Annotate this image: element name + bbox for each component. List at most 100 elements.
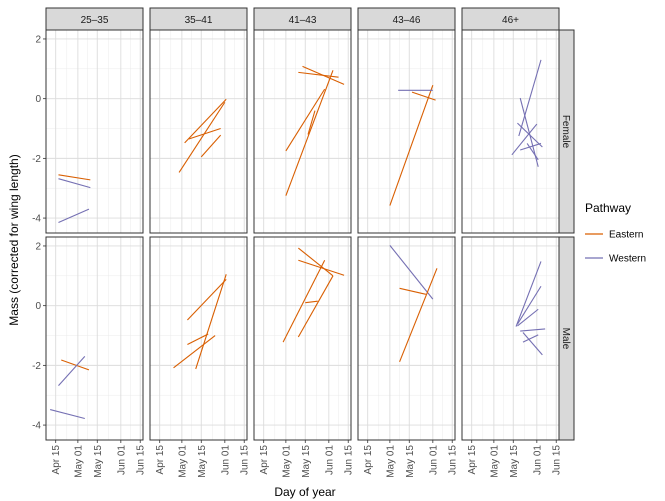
y-tick-label: -2 [32, 361, 41, 372]
series-line-western [517, 122, 543, 148]
series-line-eastern [285, 70, 334, 196]
x-tick-label: May 15 [93, 445, 104, 478]
y-axis-title: Mass (corrected for wing length) [7, 154, 21, 325]
panel-border [253, 29, 352, 234]
x-tick-label: May 01 [73, 445, 84, 478]
x-tick-label: Jun 01 [324, 445, 335, 475]
x-tick-label: Jun 01 [428, 445, 439, 475]
series-line-eastern [178, 101, 226, 173]
series-line-eastern [307, 110, 316, 135]
series-line-eastern [61, 359, 90, 371]
series-line-western [511, 123, 538, 156]
facet-strip-label: 35–41 [185, 15, 213, 26]
y-tick-label: -4 [32, 421, 41, 432]
series-line-eastern [187, 279, 227, 321]
panel-female-41-43 [253, 29, 352, 234]
panel-border [461, 236, 560, 441]
panel-male-25-35 [45, 236, 144, 441]
series-line-western [518, 59, 542, 137]
x-tick-label: Jun 01 [220, 445, 231, 475]
y-tick-label: 2 [35, 241, 41, 252]
series-line-western [520, 142, 542, 151]
panel-border [461, 29, 560, 234]
series-line-western [50, 409, 85, 420]
series-line-western [526, 143, 539, 161]
series-line-western [58, 208, 90, 224]
panel-border [357, 29, 456, 234]
x-tick-label: Jun 15 [552, 445, 563, 475]
panel-background [462, 30, 559, 233]
legend-label-western: Western [609, 254, 646, 265]
panel-border [45, 236, 144, 441]
panel-female-46+ [461, 29, 560, 234]
series-line-eastern [389, 85, 434, 206]
x-tick-label: Jun 01 [532, 445, 543, 475]
series-line-eastern [173, 335, 216, 369]
series-line-western [520, 328, 546, 332]
row-strip-label: Female [560, 115, 571, 149]
y-tick-label: 0 [35, 94, 41, 105]
panel-border [357, 236, 456, 441]
series-line-eastern [200, 134, 222, 158]
series-line-eastern [399, 287, 427, 295]
panel-background [358, 30, 455, 233]
x-tick-label: Jun 01 [116, 445, 127, 475]
legend-label-eastern: Eastern [609, 230, 643, 241]
series-line-eastern [298, 259, 345, 276]
x-tick-label: Apr 15 [51, 445, 62, 475]
y-tick-label: 2 [35, 34, 41, 45]
series-line-eastern [58, 174, 91, 181]
panel-female-43-46 [357, 29, 456, 234]
series-line-western [516, 285, 542, 325]
x-tick-label: Jun 15 [240, 445, 251, 475]
panel-background [150, 30, 247, 233]
y-tick-label: 0 [35, 301, 41, 312]
x-tick-label: Apr 15 [155, 445, 166, 475]
legend-title: Pathway [585, 201, 631, 215]
panel-border [149, 29, 248, 234]
x-tick-label: Apr 15 [467, 445, 478, 475]
y-tick-label: -2 [32, 154, 41, 165]
panel-border [253, 236, 352, 441]
panel-background [254, 237, 351, 440]
series-line-eastern [298, 71, 339, 78]
facet-strip-label: 25–35 [81, 15, 109, 26]
facet-strip-label: 46+ [502, 15, 519, 26]
series-line-eastern [187, 333, 209, 345]
x-tick-label: May 15 [301, 445, 312, 478]
legend: Pathway Eastern Western [585, 201, 646, 265]
row-strip-label: Male [560, 328, 571, 350]
x-tick-label: Apr 15 [363, 445, 374, 475]
panel-male-46+ [461, 236, 560, 441]
series-line-eastern [297, 247, 334, 277]
panel-background [462, 237, 559, 440]
panel-female-25-35 [45, 29, 144, 234]
x-tick-label: May 01 [385, 445, 396, 478]
x-tick-label: Jun 15 [344, 445, 355, 475]
y-tick-label: -4 [32, 214, 41, 225]
x-tick-label: Jun 15 [448, 445, 459, 475]
facet-strip-label: 41–43 [289, 15, 317, 26]
series-line-western [517, 308, 539, 327]
x-axis: Apr 15 May 01 May 15 Jun 01 Jun 15 Apr 15 May … [51, 440, 563, 478]
x-tick-label: May 01 [177, 445, 188, 478]
facet-panels: 25–35 35–41 41–43 43–46 46+ Female Male [45, 7, 575, 441]
series-line-western [58, 356, 86, 387]
panel-background [46, 237, 143, 440]
panel-background [358, 237, 455, 440]
series-line-western [522, 334, 539, 343]
panel-female-35-41 [149, 29, 248, 234]
x-tick-label: May 15 [197, 445, 208, 478]
series-line-eastern [282, 260, 326, 343]
x-tick-label: May 01 [489, 445, 500, 478]
series-line-eastern [411, 91, 436, 101]
x-tick-label: May 15 [405, 445, 416, 478]
panel-background [46, 30, 143, 233]
series-line-western [389, 245, 434, 300]
series-line-western [522, 332, 543, 356]
facet-strip-label: 43–46 [393, 15, 421, 26]
panel-border [149, 236, 248, 441]
panel-male-41-43 [253, 236, 352, 441]
series-line-western [515, 261, 542, 327]
